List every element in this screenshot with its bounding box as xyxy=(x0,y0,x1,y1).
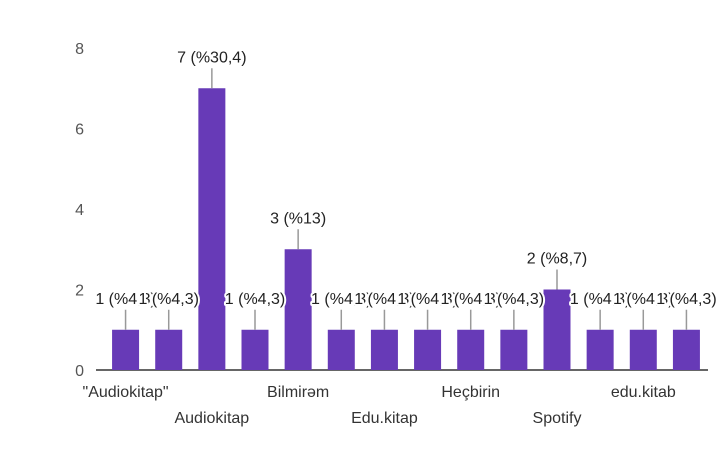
data-label: 1 (%4,3) xyxy=(354,291,414,308)
bar xyxy=(155,329,183,370)
bar xyxy=(112,329,140,370)
bar xyxy=(672,329,700,370)
data-label: 1 (%4,3) xyxy=(225,291,285,308)
bar xyxy=(370,329,398,370)
data-label: 1 (%4,3) xyxy=(440,291,500,308)
y-tick-label: 4 xyxy=(75,202,84,219)
x-tick-label: Edu.kitap xyxy=(351,410,418,427)
bar xyxy=(500,329,528,370)
x-tick-label: Heçbirin xyxy=(441,384,500,401)
x-tick-label: "Audiokitap" xyxy=(83,384,169,401)
x-tick-label: Audiokitap xyxy=(174,410,249,427)
data-label: 1 (%4,3) xyxy=(95,291,155,308)
data-label: 1 (%4,3) xyxy=(656,291,716,308)
data-label: 1 (%4,3) xyxy=(484,291,544,308)
bar xyxy=(457,329,485,370)
bars xyxy=(112,88,700,370)
x-tick-label: Spotify xyxy=(533,410,582,427)
bar xyxy=(586,329,614,370)
y-tick-label: 2 xyxy=(75,283,84,300)
data-label: 7 (%30,4) xyxy=(177,49,246,66)
bar xyxy=(629,329,657,370)
data-label: 3 (%13) xyxy=(270,210,326,227)
bar xyxy=(198,88,226,370)
bar xyxy=(284,249,312,370)
y-axis: 0 2 4 6 8 xyxy=(75,41,84,380)
data-label: 1 (%4,3) xyxy=(570,291,630,308)
bar xyxy=(327,329,355,370)
data-label: 1 (%4,3) xyxy=(613,291,673,308)
y-tick-label: 8 xyxy=(75,41,84,58)
y-tick-label: 0 xyxy=(75,363,84,380)
data-label: 1 (%4,3) xyxy=(311,291,371,308)
data-label: 1 (%4,3) xyxy=(138,291,198,308)
y-tick-label: 6 xyxy=(75,122,84,139)
data-label: 2 (%8,7) xyxy=(527,251,587,268)
bar xyxy=(543,289,571,370)
data-labels: 1 (%4,3)1 (%4,3)7 (%30,4)1 (%4,3)3 (%13)… xyxy=(93,47,716,330)
x-tick-label: Bilmirəm xyxy=(267,384,329,401)
x-axis: "Audiokitap" Audiokitap Bilmirəm Edu.kitap H… xyxy=(83,384,676,427)
bar xyxy=(414,329,442,370)
data-label: 1 (%4,3) xyxy=(397,291,457,308)
x-tick-label: edu.kitab xyxy=(611,384,676,401)
bar xyxy=(241,329,269,370)
